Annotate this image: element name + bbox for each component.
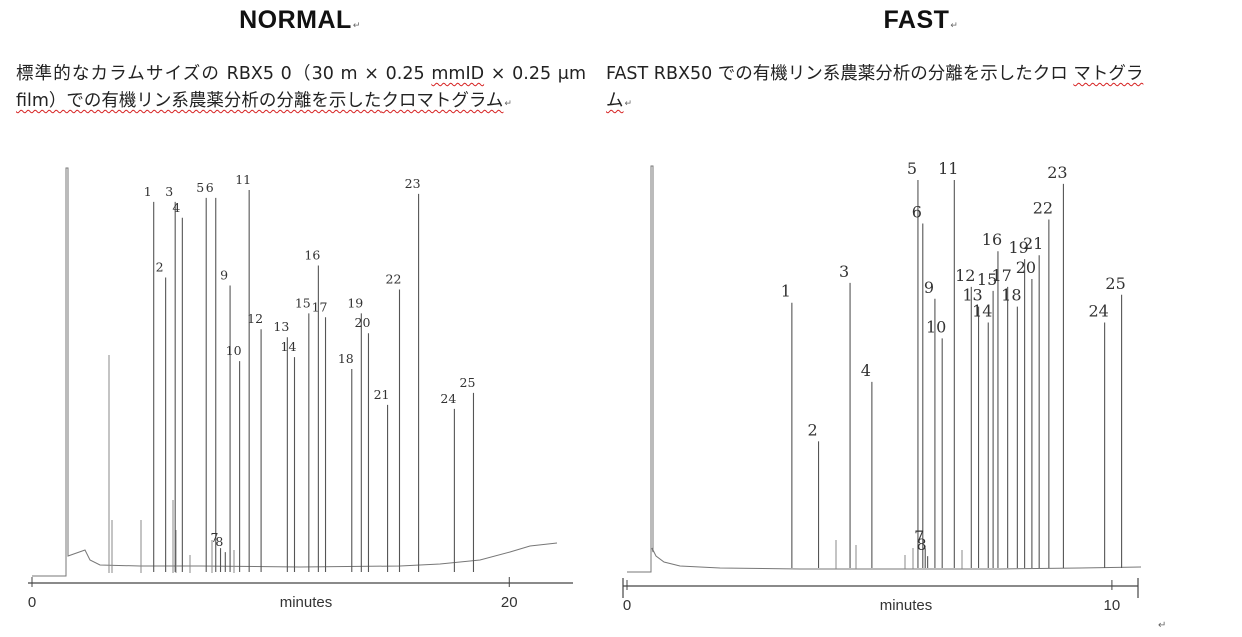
normal-panel: NORMAL↵ 標準的なカラムサイズの RBX5 0（30 m × 0.25 m… (0, 0, 600, 637)
peak-label-10: 10 (926, 317, 946, 336)
peak-label-23: 23 (1047, 163, 1067, 182)
baseline-trace (32, 167, 558, 577)
x-tick-label: 0 (28, 594, 36, 611)
peak-label-25: 25 (1105, 274, 1125, 293)
peak-label-17: 17 (312, 299, 328, 314)
paragraph-mark-icon: ↵ (1158, 620, 1167, 631)
peak-label-6: 6 (206, 180, 214, 195)
normal-heading: NORMAL↵ (239, 6, 361, 34)
peak-label-12: 12 (247, 311, 263, 326)
x-tick-label: 10 (1104, 597, 1121, 614)
peak-label-10: 10 (226, 343, 242, 358)
peak-label-1: 1 (144, 184, 152, 199)
peak-label-22: 22 (386, 271, 402, 286)
peak-label-13: 13 (962, 286, 982, 305)
peak-label-16: 16 (982, 230, 1002, 249)
fast-heading: FAST↵ (883, 6, 959, 34)
peak-label-7: 7 (211, 530, 219, 545)
peak-label-15: 15 (977, 270, 997, 289)
peak-label-12: 12 (955, 266, 975, 285)
x-axis-label: minutes (880, 597, 933, 614)
peak-label-8: 8 (917, 535, 927, 554)
normal-caption: 標準的なカラムサイズの RBX5 0（30 m × 0.25 mmID × 0.… (16, 64, 586, 111)
peak-label-6: 6 (912, 203, 922, 222)
peak-label-13: 13 (273, 319, 289, 334)
peak-label-19: 19 (347, 295, 363, 310)
baseline-trace (627, 165, 1142, 573)
peak-label-14: 14 (972, 302, 992, 321)
fast-caption: FAST RBX50 での有機リン系農薬分析の分離を示したクロ マトグラ ム↵ (606, 64, 1144, 111)
peak-label-3: 3 (839, 262, 849, 281)
peak-label-5: 5 (196, 180, 204, 195)
peak-label-21: 21 (374, 387, 390, 402)
x-tick-label: 20 (501, 594, 518, 611)
paragraph-mark-icon: ↵ (950, 20, 959, 30)
peak-label-20: 20 (355, 315, 371, 330)
peak-label-18: 18 (1001, 286, 1021, 305)
peak-label-5: 5 (907, 159, 917, 178)
peak-label-20: 20 (1016, 258, 1036, 277)
peak-label-25: 25 (460, 375, 476, 390)
x-tick-label: 0 (623, 597, 631, 614)
peak-label-1: 1 (781, 282, 791, 301)
peak-label-11: 11 (938, 159, 958, 178)
peak-label-11: 11 (235, 172, 251, 187)
peak-label-21: 21 (1023, 234, 1043, 253)
paragraph-mark-icon: ↵ (624, 99, 633, 109)
peak-label-17: 17 (991, 266, 1011, 285)
fast-chromatogram: 1234567891011121314151617181920212223242… (622, 159, 1142, 614)
peak-label-4: 4 (861, 361, 871, 380)
peak-label-7: 7 (914, 527, 924, 546)
peak-label-24: 24 (440, 391, 456, 406)
peak-label-9: 9 (924, 278, 934, 297)
peak-label-4: 4 (172, 200, 180, 215)
peak-label-23: 23 (405, 176, 421, 191)
x-axis-label: minutes (280, 594, 333, 611)
peak-label-24: 24 (1088, 302, 1108, 321)
peak-label-8: 8 (215, 534, 223, 549)
peak-label-15: 15 (295, 295, 311, 310)
peak-label-18: 18 (338, 351, 354, 366)
peak-label-14: 14 (281, 339, 297, 354)
paragraph-mark-icon: ↵ (504, 99, 512, 109)
peak-label-16: 16 (304, 248, 320, 263)
peak-label-9: 9 (220, 267, 228, 282)
peak-label-2: 2 (156, 260, 164, 275)
peak-label-2: 2 (807, 420, 817, 439)
peak-label-22: 22 (1033, 199, 1053, 218)
peak-label-19: 19 (1008, 238, 1028, 257)
peak-label-3: 3 (165, 184, 173, 199)
fast-panel: FAST↵ FAST RBX50 での有機リン系農薬分析の分離を示したクロ マト… (600, 0, 1242, 637)
paragraph-mark-icon: ↵ (352, 20, 361, 30)
